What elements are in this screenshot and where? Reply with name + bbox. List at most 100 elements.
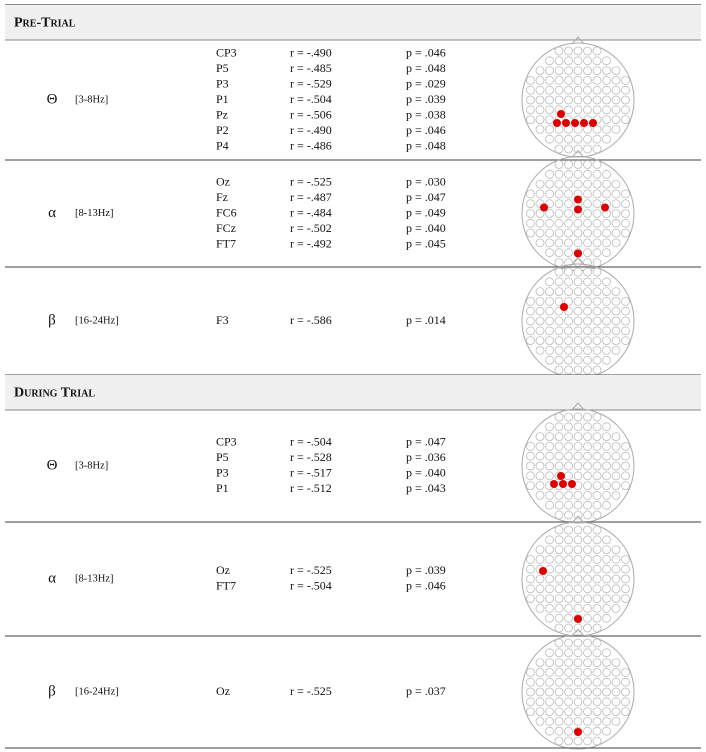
electrode <box>535 658 545 667</box>
head-map <box>521 36 635 158</box>
channel: P5 <box>216 61 229 75</box>
electrode <box>554 248 564 258</box>
electrode <box>592 726 602 736</box>
electrode <box>535 218 545 228</box>
nose <box>571 402 585 411</box>
r-value: r = -.504 <box>290 435 332 449</box>
electrode <box>621 564 630 574</box>
r-value: r = -.484 <box>290 205 332 219</box>
electrode <box>602 248 611 258</box>
electrode <box>545 326 554 336</box>
electrode <box>602 189 611 199</box>
electrode <box>583 124 592 134</box>
electrode <box>583 564 592 574</box>
electrode <box>611 326 621 336</box>
electrode <box>535 316 545 326</box>
electrode <box>621 707 630 716</box>
electrode <box>583 707 592 716</box>
electrode <box>554 144 564 154</box>
electrode <box>592 471 602 481</box>
electrode <box>554 707 564 716</box>
electrode <box>621 296 630 306</box>
electrode <box>592 736 602 746</box>
channel: CP3 <box>216 45 237 59</box>
electrode <box>573 345 583 355</box>
electrode <box>535 345 545 355</box>
channel: Oz <box>216 684 230 698</box>
electrode <box>573 555 583 564</box>
channel: FT7 <box>216 579 236 593</box>
electrode <box>573 432 583 442</box>
electrode <box>554 490 564 500</box>
active-electrode <box>557 110 565 118</box>
band-range: [3-8Hz] <box>75 94 108 105</box>
electrode <box>611 296 621 306</box>
channel: FT7 <box>216 236 236 250</box>
r-value: r = -.525 <box>290 174 332 188</box>
electrode <box>592 46 602 56</box>
p-value: p = .038 <box>406 107 446 121</box>
electrode <box>573 355 583 365</box>
electrode <box>564 144 573 154</box>
electrode <box>592 248 602 258</box>
electrode <box>535 584 545 594</box>
electrode <box>602 697 611 707</box>
electrode <box>545 677 554 687</box>
r-value: r = -.586 <box>290 313 332 327</box>
band-range: [3-8Hz] <box>75 460 108 471</box>
electrode <box>592 490 602 500</box>
channel: P5 <box>216 450 229 464</box>
electrode <box>554 228 564 238</box>
electrode <box>602 56 611 66</box>
electrode <box>602 500 611 510</box>
electrode <box>573 535 583 545</box>
electrode <box>583 209 592 218</box>
electrode <box>573 267 583 277</box>
p-value: p = .040 <box>406 221 446 235</box>
electrode <box>592 707 602 716</box>
electrode <box>573 584 583 594</box>
electrode <box>602 326 611 336</box>
electrode <box>602 481 611 491</box>
electrode <box>564 316 573 326</box>
electrode <box>592 697 602 707</box>
electrode <box>621 441 630 451</box>
electrode <box>583 199 592 209</box>
electrode <box>526 441 535 451</box>
electrode <box>554 56 564 66</box>
electrode <box>564 555 573 564</box>
electrode <box>583 658 592 667</box>
electrode <box>621 218 630 228</box>
electrode <box>564 189 573 199</box>
electrode <box>564 66 573 75</box>
electrode <box>545 545 554 554</box>
active-electrode <box>601 203 609 212</box>
electrode <box>545 697 554 707</box>
electrode <box>573 66 583 75</box>
band-symbol: α <box>48 570 56 586</box>
electrode <box>573 717 583 726</box>
electrode <box>554 717 564 726</box>
electrode <box>573 95 583 105</box>
channel: P2 <box>216 123 229 137</box>
electrode <box>573 451 583 461</box>
electrode <box>611 228 621 238</box>
r-value: r = -.528 <box>290 450 332 464</box>
electrode <box>592 481 602 491</box>
electrode <box>573 287 583 297</box>
band-symbol: Θ <box>47 91 58 107</box>
electrode <box>573 160 583 169</box>
electrode <box>602 432 611 442</box>
head-map <box>521 515 635 637</box>
electrode <box>602 134 611 144</box>
electrode <box>592 525 602 535</box>
electrode <box>602 648 611 658</box>
electrode <box>554 697 564 707</box>
electrode <box>583 555 592 564</box>
electrode <box>564 736 573 746</box>
electrode <box>526 199 535 209</box>
electrode <box>535 238 545 248</box>
electrode <box>554 432 564 442</box>
p-value: p = .046 <box>406 123 446 137</box>
electrode <box>583 144 592 154</box>
